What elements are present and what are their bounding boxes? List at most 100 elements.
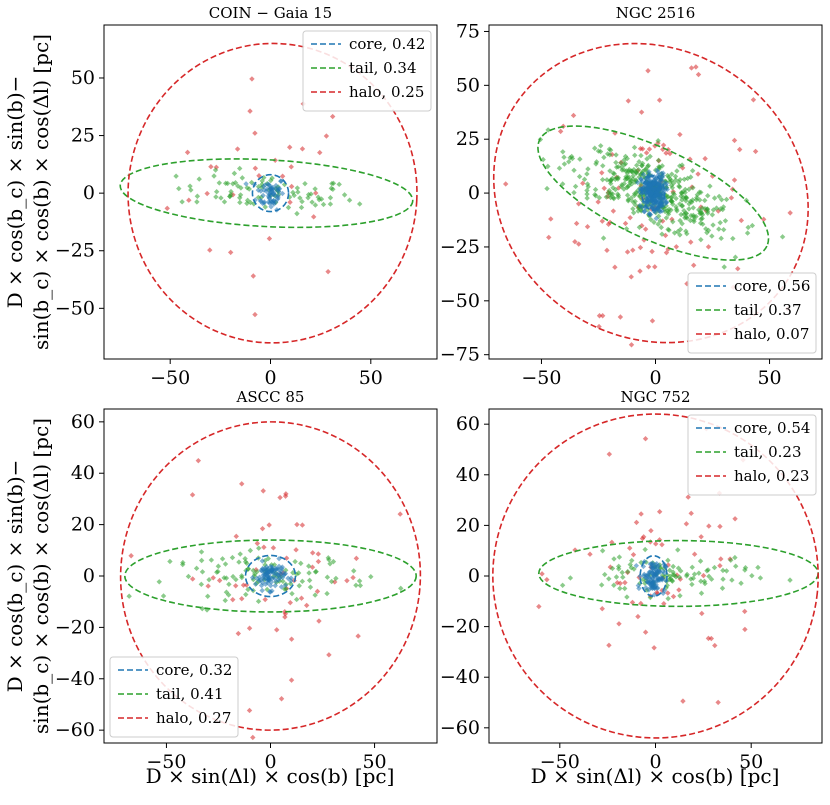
legend: core, 0.54 tail, 0.23 halo, 0.23 <box>687 414 817 496</box>
tail-point <box>561 161 568 167</box>
y-tick-label: −40 <box>55 668 95 690</box>
tail-point <box>717 219 723 226</box>
halo-points <box>164 76 336 318</box>
tail-point <box>733 563 739 569</box>
core-point <box>263 564 270 570</box>
legend-label-halo: halo, 0.25 <box>349 83 424 101</box>
tail-point <box>611 171 618 177</box>
tail-point <box>306 577 313 584</box>
tail-point <box>690 205 696 211</box>
halo-point <box>315 558 322 565</box>
core-point <box>659 174 665 180</box>
halo-point <box>663 249 670 256</box>
halo-point <box>673 244 680 250</box>
tail-point <box>312 202 319 208</box>
halo-point <box>299 522 306 528</box>
tail-point <box>297 195 303 201</box>
tail-point <box>665 595 671 602</box>
tail-point <box>325 555 332 561</box>
tail-point <box>709 212 716 218</box>
tail-points <box>126 545 404 613</box>
core-point <box>258 582 265 589</box>
tail-point <box>299 578 306 585</box>
tail-point <box>198 557 205 564</box>
core-point <box>643 195 649 201</box>
y-tick-label: 40 <box>71 462 95 484</box>
halo-point <box>639 535 646 542</box>
tail-point <box>697 197 703 203</box>
y-tick-label: 60 <box>71 411 95 433</box>
core-point <box>635 582 642 589</box>
tail-point <box>742 567 748 573</box>
halo-point <box>325 268 331 275</box>
legend-label-halo: halo, 0.27 <box>156 709 231 727</box>
core-point <box>644 192 650 198</box>
halo-point <box>293 547 299 553</box>
halo-point <box>705 635 712 642</box>
tail-point <box>239 175 246 181</box>
tail-point <box>285 204 292 211</box>
tail-point <box>705 193 711 199</box>
halo-point <box>570 112 577 119</box>
y-tick-label: 20 <box>456 514 480 536</box>
core-point <box>644 575 650 581</box>
y-tick-label: 0 <box>83 565 95 587</box>
tail-point <box>665 194 671 200</box>
halo-point <box>642 629 649 635</box>
halo-point <box>572 547 578 553</box>
tail-point <box>622 585 628 592</box>
tail-point <box>669 577 675 584</box>
legend-box <box>687 272 817 354</box>
tail-point <box>619 569 625 576</box>
core-point <box>640 171 646 178</box>
tail-point <box>223 180 229 187</box>
y-tick-label: 25 <box>456 128 480 150</box>
tail-point <box>180 559 186 566</box>
core-point <box>648 581 655 587</box>
halo-point <box>596 323 602 330</box>
halo-point <box>633 519 640 526</box>
tail-point <box>742 564 749 571</box>
tail-point <box>670 563 676 570</box>
y-axis-label-line2: sin(b_c) × cos(b) × cos(Δl) [pc] <box>29 34 53 350</box>
halo-point <box>610 208 617 214</box>
tail-point <box>328 578 335 585</box>
tail-point <box>663 215 670 221</box>
tail-point <box>675 547 681 553</box>
tail-point <box>572 183 579 190</box>
tail-point <box>672 173 679 180</box>
halo-point <box>708 635 715 642</box>
legend: core, 0.42 tail, 0.34 halo, 0.25 <box>302 30 432 112</box>
tail-point <box>639 162 645 169</box>
plot-area <box>119 421 422 741</box>
tail-point <box>324 590 330 597</box>
halo-point <box>688 239 694 245</box>
halo-point <box>539 571 545 577</box>
tail-point <box>239 573 245 579</box>
y-tick-label: 60 <box>456 413 480 435</box>
core-point <box>271 201 277 207</box>
tail-point <box>545 163 551 170</box>
tail-point <box>670 180 677 186</box>
tail-point <box>683 228 689 234</box>
core-point <box>280 572 287 578</box>
tail-point <box>634 188 641 194</box>
y-axis-label-line1: D × cos(b_c) × sin(b)− <box>3 76 27 309</box>
tail-point <box>655 138 661 144</box>
core-ellipse <box>639 554 668 598</box>
tail-point <box>617 585 623 592</box>
tail-point <box>230 573 236 580</box>
tail-point <box>694 192 701 198</box>
halo-point <box>717 563 723 569</box>
tail-point <box>631 192 638 199</box>
legend: core, 0.56 tail, 0.37 halo, 0.07 <box>687 272 817 354</box>
tail-point <box>721 264 727 270</box>
core-point <box>646 210 653 217</box>
tail-point <box>673 574 679 580</box>
halo-point <box>735 266 741 272</box>
tail-point <box>357 201 363 207</box>
core-point <box>655 205 661 212</box>
tail-point <box>708 576 715 582</box>
tail-point <box>669 194 675 200</box>
tail-point <box>696 189 703 195</box>
